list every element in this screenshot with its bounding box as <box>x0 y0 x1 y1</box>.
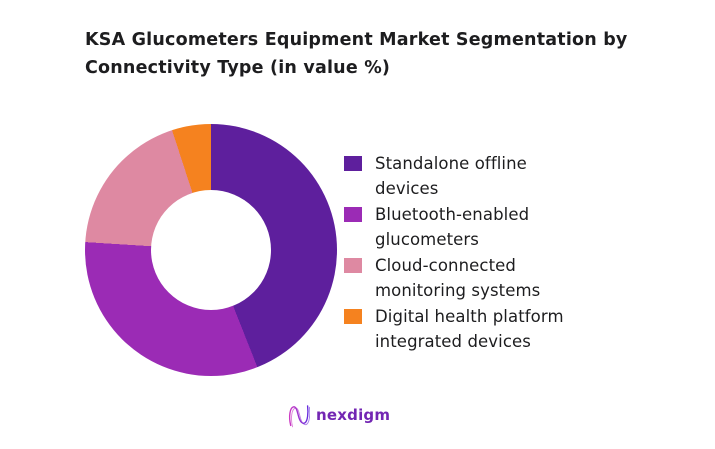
nexdigm-logo: nexdigm <box>287 402 390 428</box>
donut-hole <box>151 190 271 310</box>
legend-swatch <box>344 207 362 222</box>
brand-wordmark: nexdigm <box>316 406 391 424</box>
legend-swatch <box>344 156 362 171</box>
nexdigm-logo-mark-icon <box>288 405 310 428</box>
legend-swatch <box>344 309 362 324</box>
legend-swatch <box>344 258 362 273</box>
chart-legend: Standalone offline devices Bluetooth-ena… <box>344 151 593 354</box>
legend-item-bluetooth-enabled-glucometers: Bluetooth-enabled glucometers <box>344 202 593 252</box>
chart-title: KSA Glucometers Equipment Market Segment… <box>85 30 628 78</box>
legend-label: Digital health platform integrated devic… <box>375 307 564 351</box>
legend-item-cloud-connected-monitoring-systems: Cloud-connected monitoring systems <box>344 253 593 303</box>
legend-label: Bluetooth-enabled glucometers <box>375 205 530 249</box>
legend-label: Cloud-connected monitoring systems <box>375 256 541 300</box>
legend-item-digital-health-platform-integrated-devices: Digital health platform integrated devic… <box>344 304 593 354</box>
donut-chart-area <box>85 124 337 376</box>
legend-item-standalone-offline-devices: Standalone offline devices <box>344 151 593 201</box>
legend-label: Standalone offline devices <box>375 154 527 198</box>
